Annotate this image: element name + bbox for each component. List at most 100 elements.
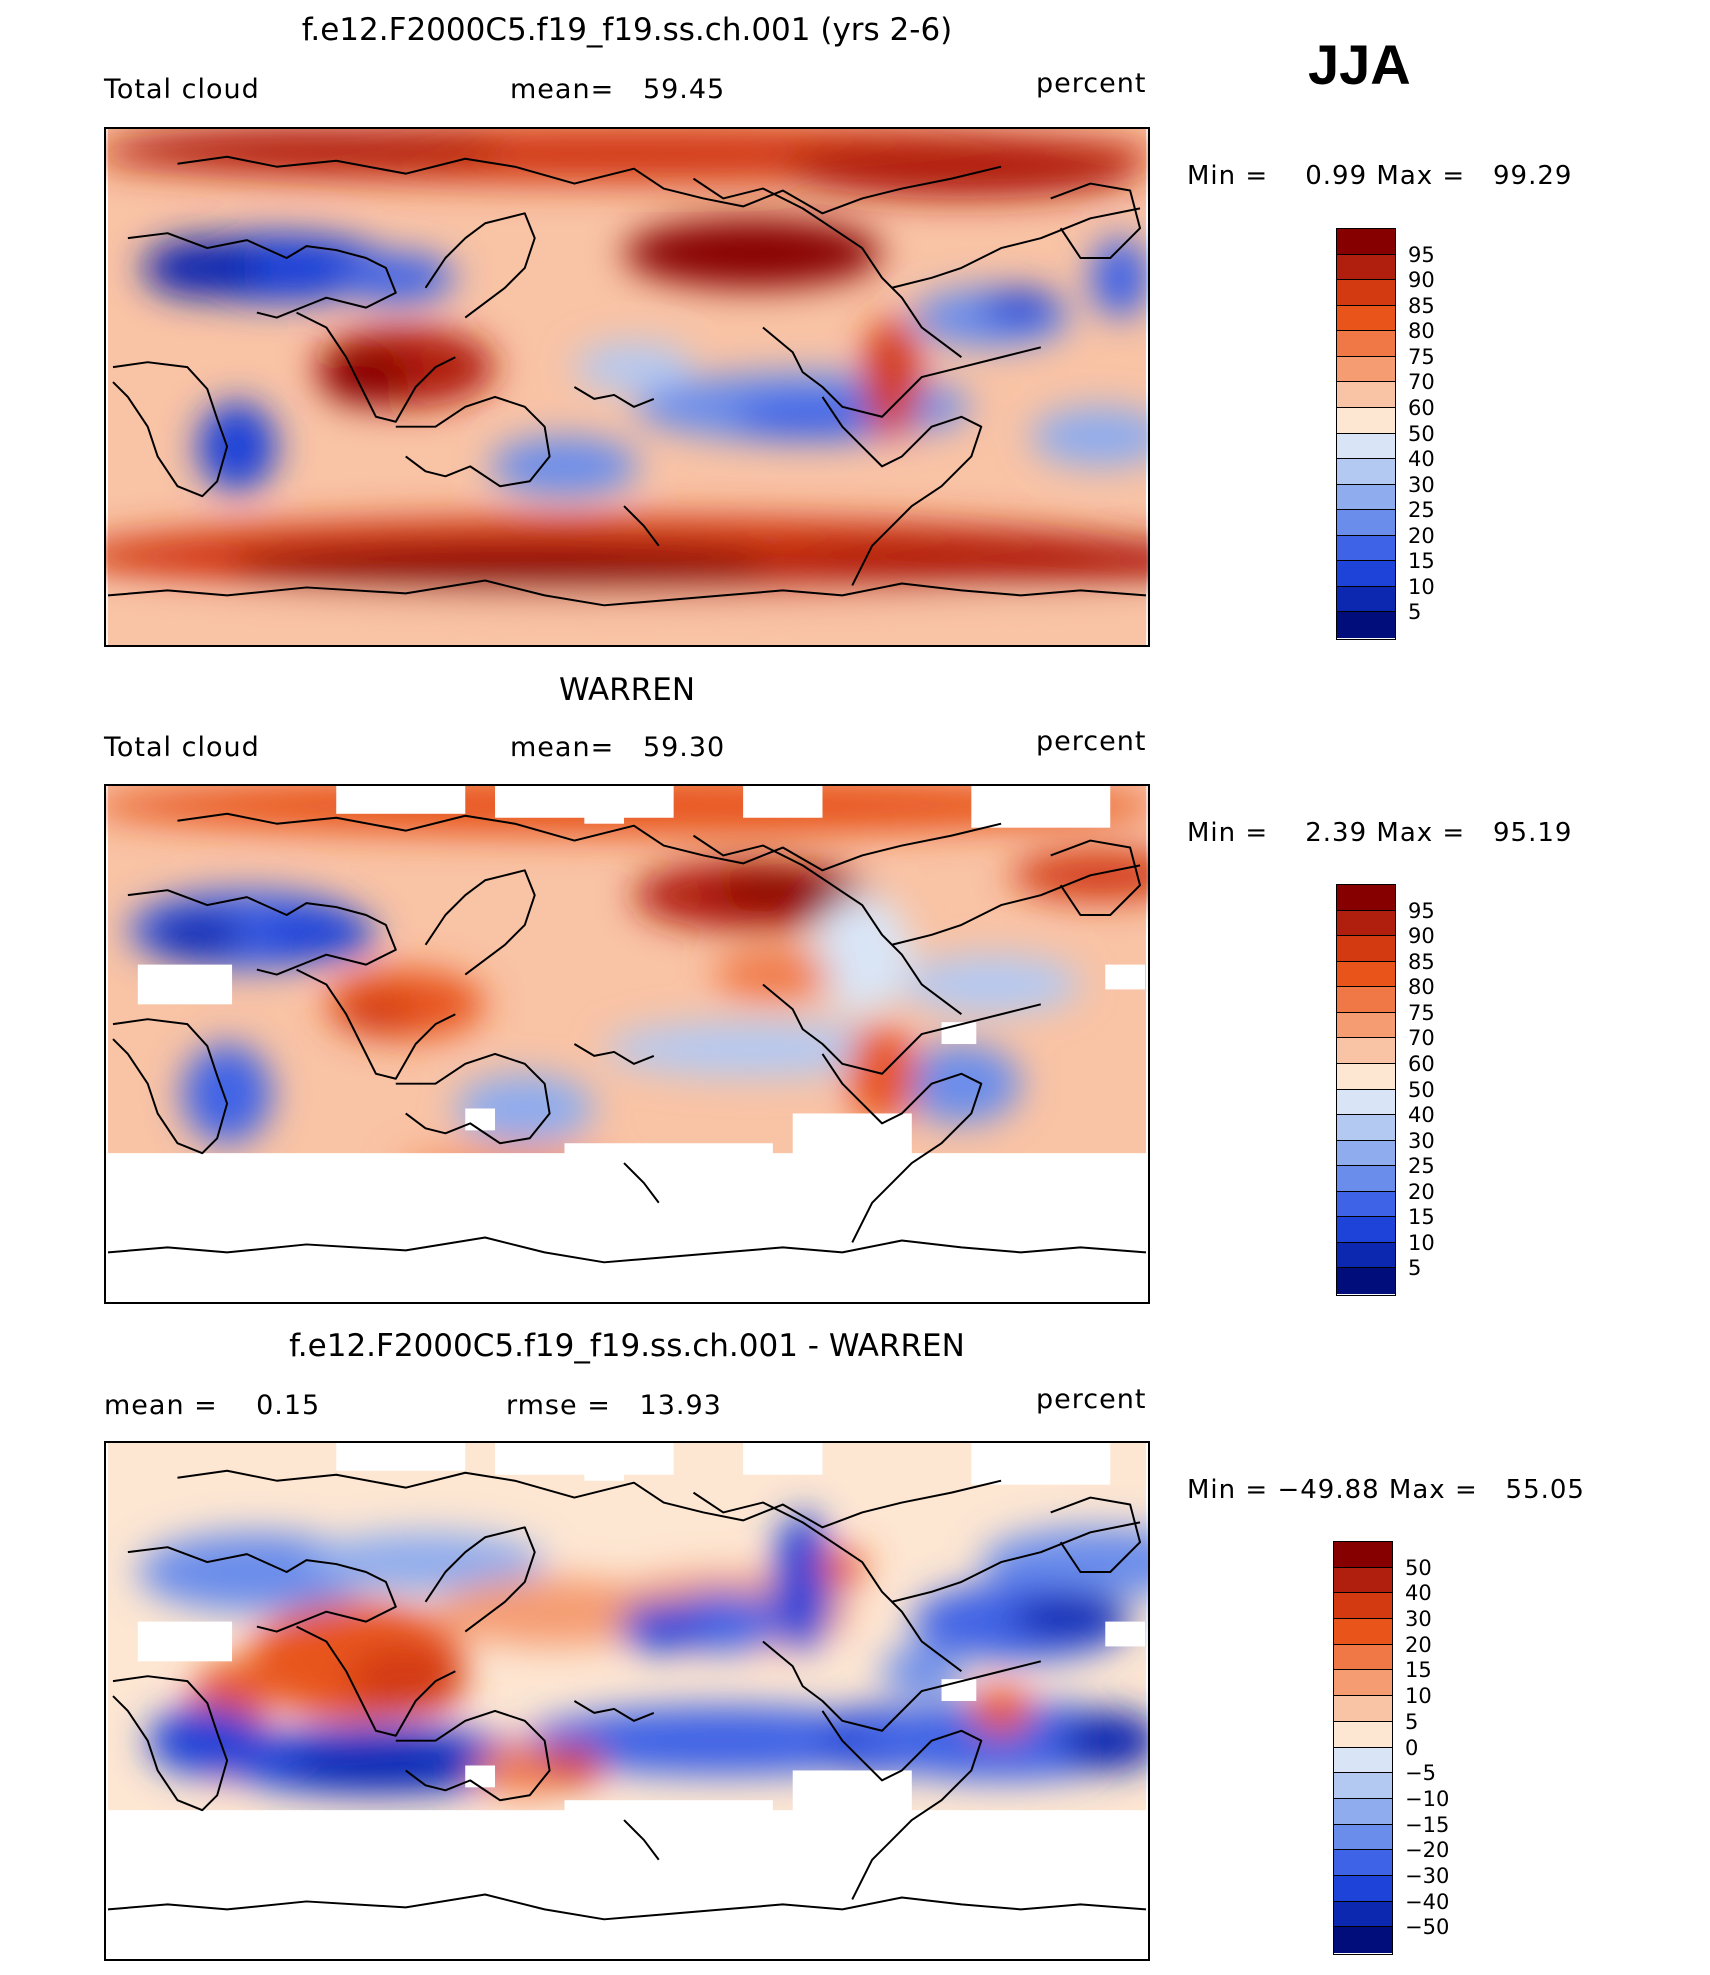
coastline	[112, 1018, 229, 1155]
field-region	[435, 1576, 674, 1647]
coastline	[821, 1710, 983, 1900]
coastline	[891, 207, 1141, 289]
coastline	[623, 1819, 660, 1861]
colorbar-tick-label: 70	[1408, 370, 1435, 395]
field-region	[321, 349, 411, 405]
coastline	[692, 177, 963, 359]
missing-data-region	[137, 964, 233, 1005]
missing-data-region	[564, 1143, 773, 1164]
colorbar-tick-label: 60	[1408, 1051, 1435, 1076]
field-region	[812, 895, 912, 1015]
coastline	[692, 1491, 963, 1673]
panel-3-colorbar	[1333, 1541, 1393, 1955]
field-region	[1011, 1594, 1131, 1639]
map-field	[106, 786, 1148, 1302]
colorbar-segment	[1337, 407, 1395, 434]
missing-data-region	[336, 1443, 466, 1471]
coastline	[395, 1709, 551, 1802]
colorbar-tick-label: 75	[1408, 1000, 1435, 1025]
colorbar-tick-label: 20	[1405, 1632, 1432, 1657]
missing-data-region	[584, 805, 625, 824]
colorbar-tick-label: −50	[1405, 1915, 1450, 1940]
coastline	[424, 869, 536, 976]
colorbar-tick-label: −15	[1405, 1812, 1450, 1837]
coastline	[296, 968, 456, 1080]
panel-3-map	[104, 1441, 1150, 1961]
field-region	[981, 1527, 1148, 1597]
coastline	[762, 1640, 1042, 1732]
coastline	[177, 812, 1002, 872]
colorbar-segment	[1337, 459, 1395, 485]
colorbar-tick-label: 70	[1408, 1026, 1435, 1051]
coastline	[573, 1043, 655, 1065]
coastline	[112, 361, 229, 498]
field-region	[286, 1743, 486, 1788]
field-region	[346, 1646, 466, 1716]
panel-2-mean-label: mean= 59.30	[510, 732, 726, 763]
colorbar-tick-label: 85	[1408, 293, 1435, 318]
missing-data-region	[137, 1621, 233, 1662]
colorbar-segment	[1334, 1567, 1392, 1594]
field-region	[142, 238, 262, 298]
field-region	[182, 1044, 272, 1144]
missing-data-region	[663, 1815, 783, 1845]
field-region	[713, 949, 833, 1000]
field-region	[197, 401, 277, 492]
field-region	[306, 1532, 545, 1592]
coastline	[395, 395, 551, 488]
missing-data-region	[743, 786, 823, 818]
field-region	[336, 994, 416, 1035]
coastline	[623, 505, 660, 547]
colorbar-tick-label: 5	[1408, 600, 1422, 625]
colorbar-segment	[1334, 1773, 1392, 1799]
coastline	[296, 311, 456, 423]
panel-3-rmse-label: rmse = 13.93	[506, 1390, 722, 1421]
missing-data-region	[584, 1462, 625, 1481]
map-field	[107, 1443, 1148, 1959]
panel-2-minmax: Min = 2.39 Max = 95.19	[1187, 818, 1573, 848]
missing-data-region	[663, 1158, 783, 1188]
coastline	[296, 1625, 456, 1737]
panel-2-colorbar	[1336, 884, 1396, 1296]
colorbar-tick-label: 40	[1405, 1581, 1432, 1606]
colorbar-segment	[1334, 1696, 1392, 1722]
colorbar-segment	[1334, 1850, 1392, 1876]
panel-3-minmax: Min = −49.88 Max = 55.05	[1187, 1475, 1585, 1505]
missing-data-region	[792, 1113, 912, 1173]
missing-data-region	[743, 1443, 823, 1475]
colorbar-tick-label: 30	[1408, 472, 1435, 497]
colorbar-tick-label: 85	[1408, 949, 1435, 974]
colorbar-tick-label: 60	[1408, 395, 1435, 420]
missing-data-region	[1105, 1621, 1145, 1647]
colorbar-segment	[1337, 612, 1395, 638]
colorbar-tick-label: −30	[1405, 1863, 1450, 1888]
field-region	[673, 231, 833, 275]
missing-data-region	[971, 1443, 1111, 1485]
colorbar-tick-label: 95	[1408, 242, 1435, 267]
field-region	[619, 1601, 709, 1652]
panel-1-title: f.e12.F2000C5.f19_f19.ss.ch.001 (yrs 2-6…	[301, 12, 953, 48]
coastline	[692, 834, 963, 1016]
colorbar-tick-label: 75	[1408, 344, 1435, 369]
field-region	[772, 1512, 833, 1652]
colorbar-segment	[1337, 254, 1395, 281]
colorbar-segment	[1337, 1012, 1395, 1039]
panel-3-units-label: percent	[1036, 1384, 1147, 1415]
colorbar-segment	[1337, 433, 1395, 460]
colorbar-tick-label: 90	[1408, 924, 1435, 949]
colorbar-segment	[1334, 1747, 1392, 1774]
colorbar-segment	[1337, 1191, 1395, 1218]
missing-data-region	[792, 1770, 912, 1830]
coastline	[1050, 839, 1142, 916]
colorbar-tick-label: −20	[1405, 1838, 1450, 1863]
colorbar-segment	[1337, 229, 1395, 255]
field-region	[147, 913, 247, 957]
coastline	[573, 1700, 655, 1722]
coastline	[1050, 182, 1142, 259]
panel-1-variable-label: Total cloud	[104, 74, 260, 105]
missing-data-region	[971, 786, 1111, 828]
field-region	[753, 535, 1148, 586]
field-region	[106, 598, 1148, 643]
panel-1-mean-label: mean= 59.45	[510, 74, 726, 105]
colorbar-tick-label: 5	[1405, 1709, 1419, 1734]
